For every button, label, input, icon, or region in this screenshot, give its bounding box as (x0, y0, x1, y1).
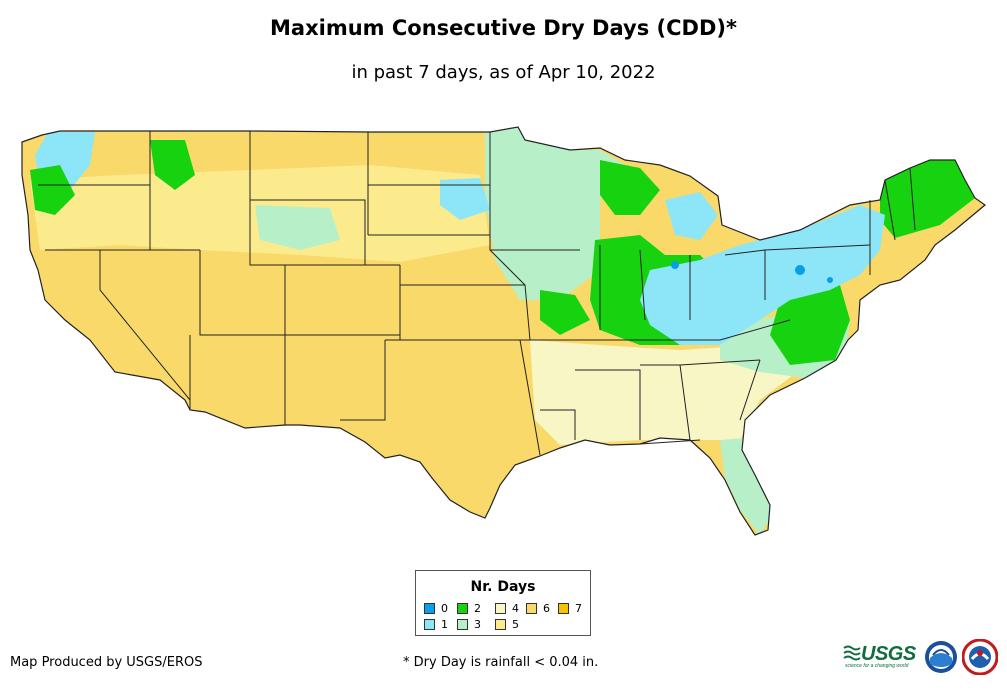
zone-1-michigan (665, 192, 718, 240)
usgs-logo: USGS science for a changing world (843, 641, 919, 671)
legend-label: 6 (543, 602, 550, 615)
legend-title: Nr. Days (470, 579, 536, 595)
legend-label: 0 (441, 602, 448, 615)
map-credit: Map Produced by USGS/EROS (10, 655, 203, 670)
zone-3-upper-midwest (485, 127, 625, 300)
usgs-tagline: science for a changing world (845, 663, 909, 669)
legend-swatch-6 (526, 603, 537, 614)
zone-0-pa-spot (795, 265, 805, 275)
usgs-wordmark: USGS (861, 643, 916, 665)
legend-swatch-2 (457, 603, 468, 614)
legend-swatch-3 (457, 619, 468, 630)
legend-swatch-1 (424, 619, 435, 630)
zone-3-wyoming (255, 205, 340, 250)
legend-label: 7 (575, 602, 582, 615)
noaa-logo-icon (925, 641, 957, 673)
legend-swatch-5 (495, 619, 506, 630)
zone-2-mid-atlantic (770, 285, 850, 365)
legend-label: 3 (474, 618, 481, 631)
zone-1-north-dakota (440, 178, 490, 220)
legend: Nr. Days 0 2 4 6 7 1 3 5 (415, 570, 591, 636)
zone-2-idaho (150, 140, 195, 190)
legend-swatch-4 (495, 603, 506, 614)
zone-0-pa-spot2 (827, 277, 833, 283)
dry-day-footnote: * Dry Day is rainfall < 0.04 in. (403, 655, 599, 670)
zone-1-appalachia (640, 205, 885, 345)
map-title: Maximum Consecutive Dry Days (CDD)* (270, 16, 737, 40)
state-boundaries (21, 126, 986, 536)
legend-label: 5 (512, 618, 519, 631)
zone-4-southeast (530, 340, 800, 445)
map-subtitle: in past 7 days, as of Apr 10, 2022 (351, 62, 656, 83)
legend-label: 1 (441, 618, 448, 631)
cdd-zones (30, 127, 975, 535)
legend-swatch-0 (424, 603, 435, 614)
zone-2-oregon-coast (30, 165, 75, 215)
nws-logo-icon (962, 639, 998, 675)
usgs-wave-icon (843, 645, 861, 661)
zone-2-wisconsin (600, 160, 660, 215)
legend-label: 4 (512, 602, 519, 615)
legend-label: 2 (474, 602, 481, 615)
zone-2-new-england (880, 158, 975, 238)
zone-2-missouri (540, 290, 590, 335)
legend-swatch-7 (558, 603, 569, 614)
zone-0-in-spot (671, 261, 679, 269)
zone-3-florida (720, 438, 775, 535)
us-cdd-map (21, 126, 986, 536)
